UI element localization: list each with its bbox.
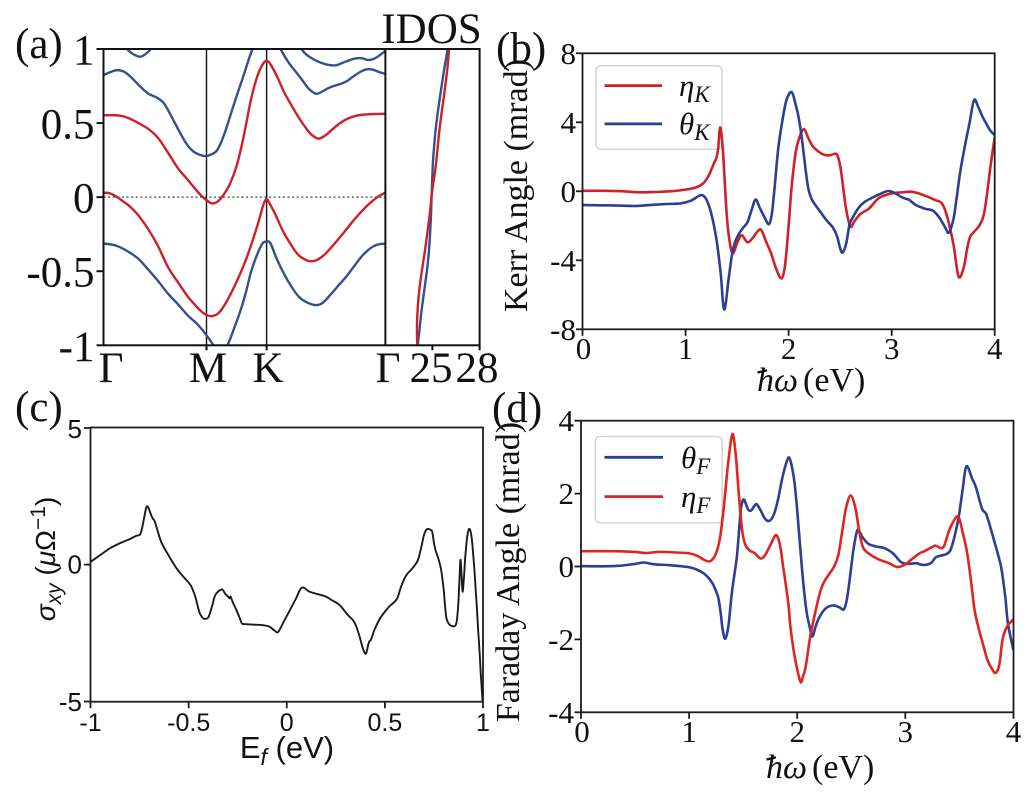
- svg-text:-2: -2: [548, 622, 574, 657]
- svg-text:0.5: 0.5: [368, 709, 403, 737]
- svg-text:θF: θF: [681, 440, 711, 479]
- svg-text:-1: -1: [59, 324, 95, 371]
- svg-text:1: 1: [681, 714, 697, 749]
- svg-text:0: 0: [574, 714, 590, 749]
- svg-text:Faraday Angle (mrad): Faraday Angle (mrad): [490, 422, 527, 722]
- svg-text:hω: hω: [757, 362, 798, 399]
- svg-text:-0.5: -0.5: [26, 250, 94, 297]
- svg-text:8: 8: [561, 36, 577, 71]
- svg-text:(a): (a): [15, 21, 63, 68]
- svg-text:-5: -5: [59, 687, 82, 717]
- svg-text:(eV): (eV): [812, 749, 874, 786]
- svg-text:25: 25: [410, 345, 453, 392]
- svg-text:Kerr Angle (mrad): Kerr Angle (mrad): [498, 59, 535, 312]
- svg-text:(eV): (eV): [803, 362, 865, 399]
- svg-text:0: 0: [280, 709, 294, 737]
- svg-text:M: M: [189, 345, 227, 392]
- svg-text:-8: -8: [550, 312, 576, 347]
- svg-text:4: 4: [1006, 714, 1022, 749]
- svg-text:-0.5: -0.5: [167, 709, 210, 737]
- svg-text:28: 28: [456, 345, 499, 392]
- svg-text:-4: -4: [548, 695, 574, 730]
- svg-text:4: 4: [559, 403, 575, 438]
- svg-text:Γ: Γ: [99, 345, 124, 392]
- svg-text:1: 1: [476, 709, 490, 737]
- svg-text:3: 3: [898, 714, 914, 749]
- svg-text:IDOS: IDOS: [381, 6, 481, 53]
- svg-text:hω: hω: [766, 749, 807, 786]
- svg-text:0: 0: [73, 176, 95, 223]
- svg-text:σxy (μΩ−1): σxy (μΩ−1): [27, 497, 66, 622]
- svg-text:-1: -1: [79, 709, 101, 737]
- svg-text:1: 1: [678, 331, 694, 366]
- svg-text:0: 0: [68, 550, 82, 580]
- svg-text:4: 4: [561, 105, 577, 140]
- svg-text:0: 0: [576, 331, 592, 366]
- svg-text:(c): (c): [15, 384, 63, 431]
- svg-text:0: 0: [559, 549, 575, 584]
- svg-text:1: 1: [73, 28, 95, 75]
- svg-text:2: 2: [559, 476, 575, 511]
- svg-text:Γ: Γ: [376, 345, 401, 392]
- svg-text:2: 2: [781, 331, 797, 366]
- svg-text:4: 4: [987, 331, 1003, 366]
- svg-text:2: 2: [789, 714, 805, 749]
- svg-text:(b): (b): [496, 25, 546, 72]
- svg-text:K: K: [252, 345, 283, 392]
- svg-text:0: 0: [561, 174, 577, 209]
- svg-text:(d): (d): [492, 385, 542, 432]
- svg-text:-4: -4: [550, 243, 576, 278]
- svg-text:0.5: 0.5: [41, 102, 95, 149]
- svg-text:5: 5: [68, 414, 82, 444]
- svg-text:Ef (eV): Ef (eV): [240, 730, 334, 770]
- svg-text:3: 3: [884, 331, 900, 366]
